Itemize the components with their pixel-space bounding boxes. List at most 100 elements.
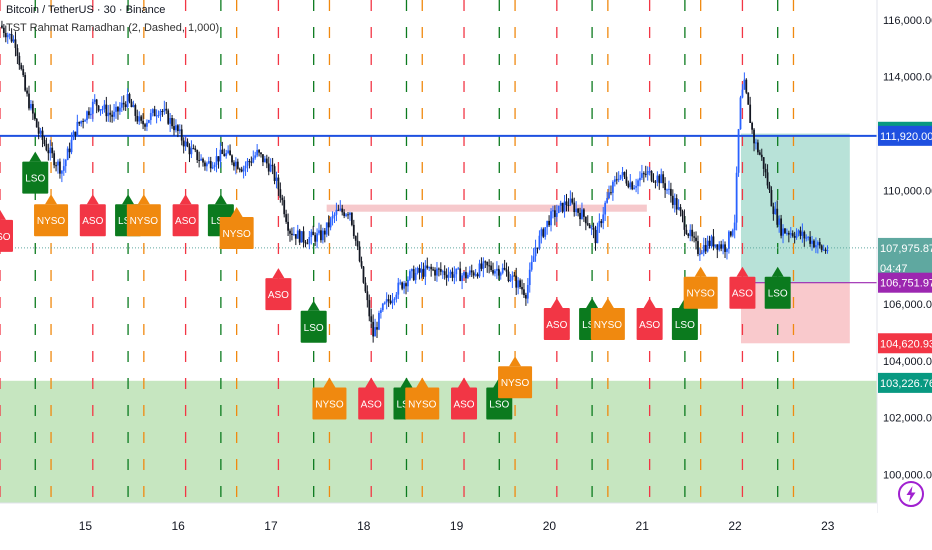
candle (93, 94, 96, 105)
candle-body (337, 209, 340, 211)
marker-arrow (45, 194, 58, 205)
candle-body (20, 65, 23, 70)
marker-label: NYSO (37, 216, 66, 227)
candle-body (405, 283, 407, 287)
candle (66, 146, 69, 161)
candle (126, 88, 129, 109)
candle (393, 297, 396, 306)
candle (579, 207, 581, 227)
candle (575, 201, 578, 217)
candle (262, 154, 264, 167)
candle (441, 269, 444, 279)
candle (146, 119, 148, 132)
candle-body (312, 231, 315, 236)
candle (813, 239, 815, 249)
marker-aso: ASO (729, 266, 756, 309)
candle (412, 265, 415, 282)
price-tick-label: 104,000.00 (883, 356, 932, 368)
candle (511, 271, 514, 289)
candle (656, 171, 659, 187)
candle-body (250, 161, 253, 163)
candle-body (138, 116, 141, 122)
candle (171, 115, 173, 129)
candle (497, 265, 500, 281)
candle (797, 229, 800, 237)
candle (787, 230, 790, 243)
lightning-icon[interactable] (898, 481, 924, 507)
candle-body (88, 111, 90, 116)
candle-body (689, 229, 692, 236)
candle (758, 149, 761, 156)
marker-arrow (179, 194, 192, 205)
candle (256, 144, 259, 158)
candle (795, 228, 798, 240)
candle (176, 124, 179, 138)
candle-body (304, 242, 307, 244)
candle-body (436, 268, 438, 276)
candle (242, 165, 245, 179)
candle-body (211, 167, 214, 169)
candle-body (617, 178, 620, 181)
candle (360, 256, 363, 269)
candle (648, 167, 651, 176)
candle (592, 222, 595, 239)
candle (385, 292, 388, 310)
candle (86, 110, 88, 124)
candle-body (22, 69, 25, 76)
candle (488, 259, 491, 274)
indicator-title[interactable]: TST Rahmat Ramadhan (2, Dashed, 1,000) (6, 22, 220, 34)
marker-arrow (400, 377, 413, 388)
marker-box (636, 307, 663, 340)
marker-aso: ASO (358, 377, 385, 420)
candle (640, 164, 643, 180)
candle-body (519, 280, 521, 287)
candle-body (387, 299, 390, 302)
candle-body (716, 244, 719, 250)
candle (768, 181, 771, 193)
candle (815, 237, 817, 254)
candle (629, 173, 632, 190)
candle-body (103, 104, 106, 110)
candle (654, 180, 657, 189)
candle (405, 281, 407, 295)
candle-body (739, 97, 742, 130)
candle-body (586, 223, 589, 225)
candle-body (242, 168, 245, 172)
candle-body (528, 269, 531, 286)
candle (577, 207, 579, 217)
candle-body (339, 208, 342, 211)
candle (490, 261, 492, 272)
candle (455, 268, 458, 282)
candle (598, 213, 601, 234)
candle (62, 158, 65, 176)
candle-body (327, 222, 330, 228)
candle-body (95, 99, 98, 106)
candle-body (478, 263, 481, 277)
marker-label: LSO (489, 400, 509, 411)
candle-body (679, 207, 682, 212)
candle (289, 228, 291, 242)
candle-body (695, 237, 697, 242)
marker-box (405, 387, 440, 420)
candle-body (84, 120, 86, 122)
candle-body (410, 269, 413, 272)
candle (68, 142, 71, 159)
candle (552, 205, 554, 219)
candle-body (784, 228, 786, 234)
candle (16, 44, 19, 65)
candle (683, 209, 686, 237)
candle-body (401, 282, 404, 289)
candle-body (366, 291, 369, 301)
candle-body (221, 149, 224, 154)
candle (45, 137, 48, 152)
candle-body (260, 152, 262, 155)
candle-body (231, 155, 233, 163)
candle-body (418, 268, 421, 273)
candle-body (188, 146, 191, 155)
marker-arrow (509, 356, 522, 367)
candle-body (68, 148, 71, 153)
candle (737, 128, 740, 177)
candle-body (16, 48, 19, 56)
candle (314, 232, 317, 246)
